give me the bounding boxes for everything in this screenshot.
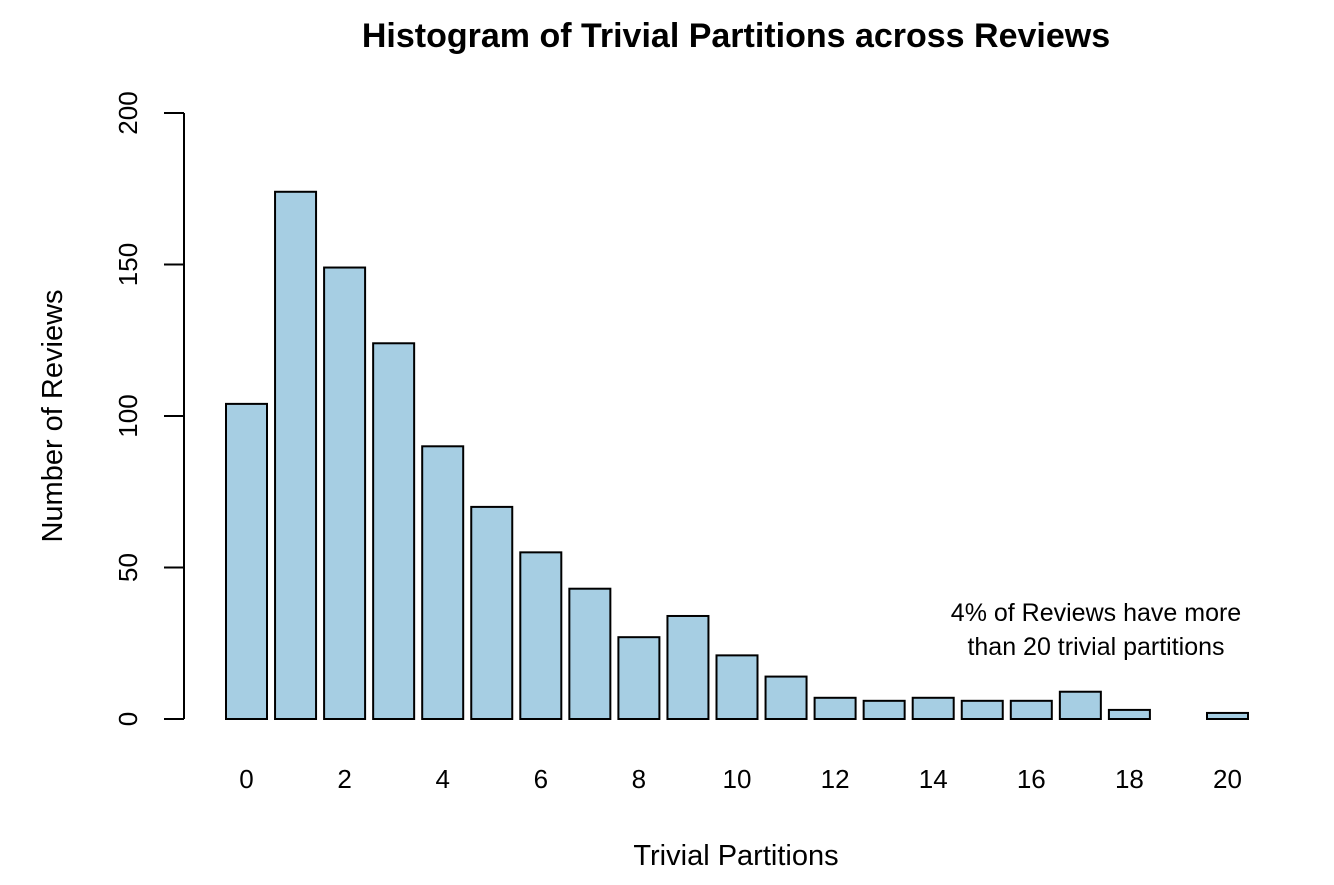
x-tick-label: 20 <box>1213 764 1242 794</box>
y-tick-label: 100 <box>113 394 143 437</box>
x-tick-label: 8 <box>632 764 646 794</box>
bar-12 <box>813 696 857 720</box>
x-axis-label: Trivial Partitions <box>633 840 838 872</box>
x-tick-label: 6 <box>534 764 548 794</box>
x-tick-label: 2 <box>337 764 351 794</box>
bar-8 <box>617 636 661 720</box>
bar-7 <box>568 587 612 721</box>
bar-17 <box>1058 690 1102 720</box>
x-tick-labels: 0 2 4 6 8 10 12 14 16 18 20 <box>239 764 1242 794</box>
bar-13 <box>862 699 906 721</box>
annotation-line-2: than 20 trivial partitions <box>967 633 1224 661</box>
bars-group <box>225 190 1249 721</box>
annotation: 4% of Reviews have more than 20 trivial … <box>951 599 1241 661</box>
bar-1 <box>274 190 318 720</box>
x-tick-label: 18 <box>1115 764 1144 794</box>
annotation-line-1: 4% of Reviews have more <box>951 599 1241 627</box>
bar-11 <box>764 675 808 721</box>
chart-title: Histogram of Trivial Partitions across R… <box>362 17 1110 55</box>
bar-5 <box>470 505 514 720</box>
bar-6 <box>519 551 563 720</box>
x-tick-label: 10 <box>723 764 752 794</box>
y-axis-label: Number of Reviews <box>37 289 69 542</box>
x-tick-label: 14 <box>919 764 948 794</box>
y-tick-label: 50 <box>113 553 143 582</box>
x-tick-label: 16 <box>1017 764 1046 794</box>
bar-2 <box>323 266 367 720</box>
x-tick-label: 12 <box>821 764 850 794</box>
y-ticks: 0 50 100 150 200 <box>113 91 184 726</box>
y-tick-label: 150 <box>113 243 143 286</box>
bar-9 <box>666 614 710 720</box>
x-tick-label: 4 <box>435 764 449 794</box>
bar-0 <box>225 402 268 720</box>
bar-16 <box>1009 699 1053 721</box>
bar-18 <box>1107 708 1151 720</box>
y-axis: 0 50 100 150 200 <box>113 91 185 726</box>
x-tick-label: 0 <box>239 764 253 794</box>
bar-4 <box>421 445 465 720</box>
y-tick-label: 0 <box>113 712 143 726</box>
bar-15 <box>960 699 1004 721</box>
bar-20 <box>1206 711 1249 721</box>
y-tick-label: 200 <box>113 91 143 134</box>
bar-3 <box>372 342 416 720</box>
bar-10 <box>715 654 759 720</box>
bar-14 <box>911 696 955 720</box>
